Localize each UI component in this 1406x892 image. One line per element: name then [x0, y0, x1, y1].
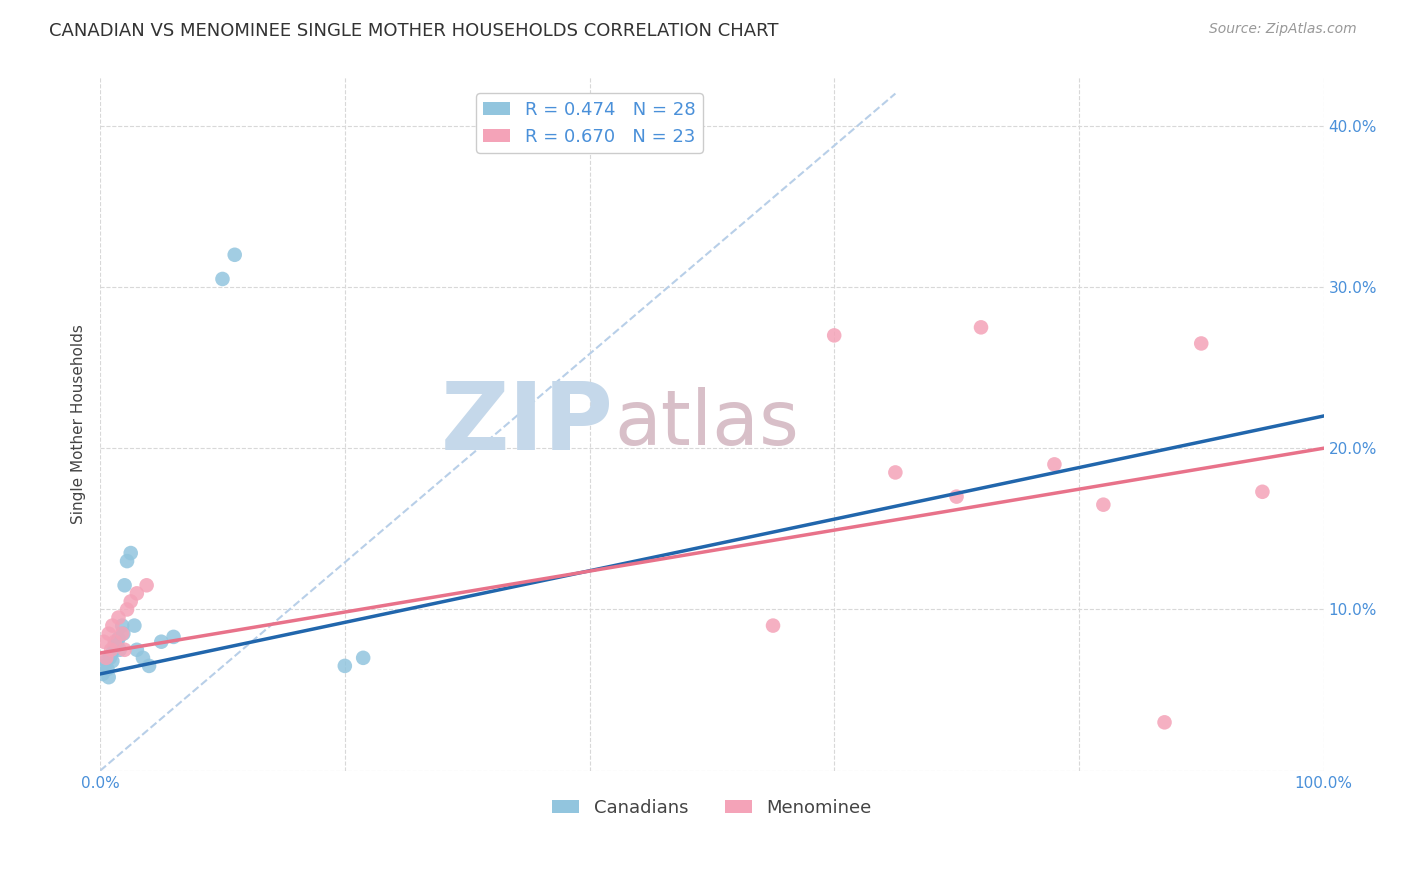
Point	[1043, 458, 1066, 472]
Point	[1092, 498, 1115, 512]
Point	[96, 662, 118, 676]
Point	[150, 634, 173, 648]
Point	[120, 594, 142, 608]
Point	[135, 578, 157, 592]
Point	[1153, 715, 1175, 730]
Point	[101, 654, 124, 668]
Point	[884, 466, 907, 480]
Point	[98, 650, 121, 665]
Point	[97, 626, 120, 640]
Point	[132, 650, 155, 665]
Point	[125, 642, 148, 657]
Point	[115, 554, 138, 568]
Point	[1189, 336, 1212, 351]
Point	[125, 586, 148, 600]
Point	[1251, 484, 1274, 499]
Point	[762, 618, 785, 632]
Point	[114, 642, 136, 657]
Point	[94, 659, 117, 673]
Point	[114, 578, 136, 592]
Point	[823, 328, 845, 343]
Point	[111, 626, 134, 640]
Point	[211, 272, 233, 286]
Text: CANADIAN VS MENOMINEE SINGLE MOTHER HOUSEHOLDS CORRELATION CHART: CANADIAN VS MENOMINEE SINGLE MOTHER HOUS…	[49, 22, 779, 40]
Point	[107, 632, 129, 646]
Point	[96, 650, 118, 665]
Point	[224, 248, 246, 262]
Point	[97, 670, 120, 684]
Point	[124, 618, 146, 632]
Point	[100, 648, 122, 662]
Point	[104, 634, 127, 648]
Point	[162, 630, 184, 644]
Point	[112, 626, 135, 640]
Point	[91, 667, 114, 681]
Point	[104, 638, 127, 652]
Point	[111, 618, 134, 632]
Point	[103, 642, 125, 657]
Point	[138, 659, 160, 673]
Text: ZIP: ZIP	[441, 378, 614, 470]
Point	[107, 610, 129, 624]
Text: Source: ZipAtlas.com: Source: ZipAtlas.com	[1209, 22, 1357, 37]
Point	[100, 642, 122, 657]
Point	[970, 320, 993, 334]
Point	[120, 546, 142, 560]
Point	[333, 659, 356, 673]
Text: atlas: atlas	[614, 387, 799, 461]
Point	[105, 634, 128, 648]
Legend: Canadians, Menominee: Canadians, Menominee	[546, 791, 879, 824]
Y-axis label: Single Mother Households: Single Mother Households	[72, 324, 86, 524]
Point	[115, 602, 138, 616]
Point	[93, 634, 115, 648]
Point	[96, 654, 118, 668]
Point	[352, 650, 374, 665]
Point	[108, 642, 131, 657]
Point	[101, 618, 124, 632]
Point	[945, 490, 967, 504]
